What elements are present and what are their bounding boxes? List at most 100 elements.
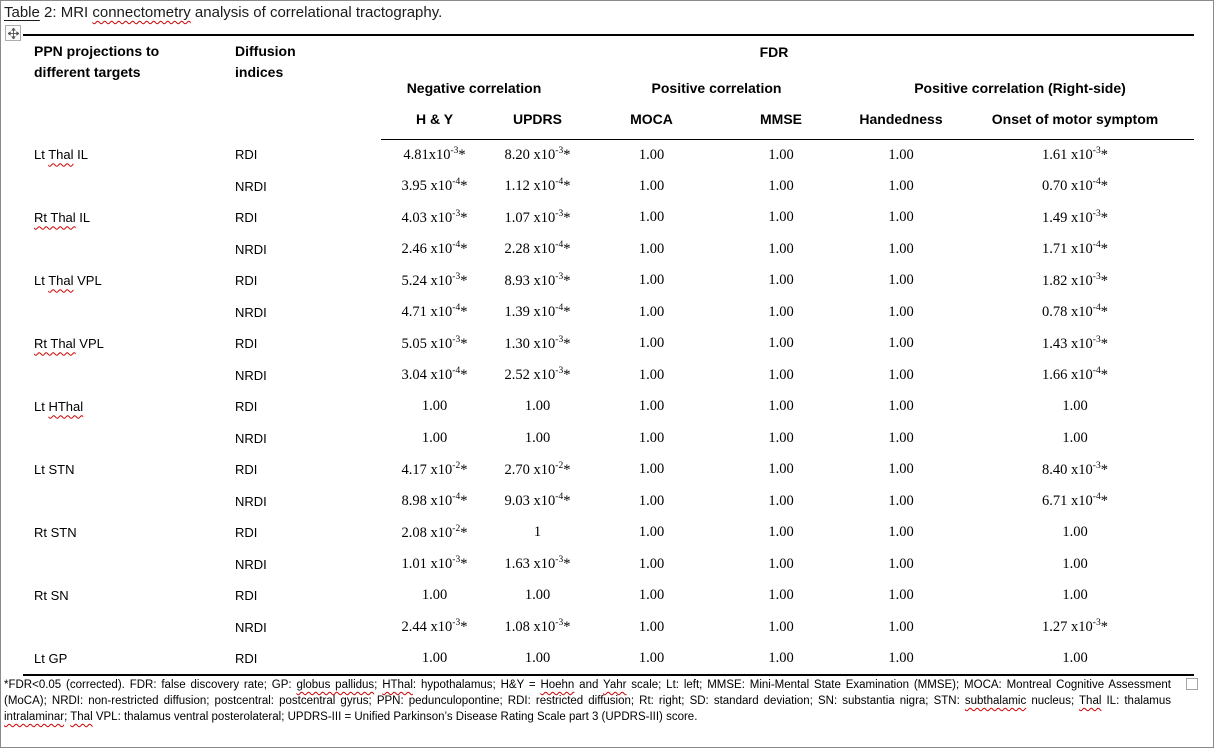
- table-row: NRDI 4.71 x10-4* 1.39 x10-4* 1.00 1.00 1…: [23, 297, 1194, 329]
- mmse-value-cell: 1.00: [768, 524, 794, 541]
- diffusion-index-cell: RDI: [235, 462, 258, 478]
- moca-value-cell: 1.00: [638, 492, 665, 509]
- onset-value-cell: 0.78 x10-4*: [1042, 303, 1108, 321]
- diffusion-index-cell: RDI: [235, 210, 258, 226]
- onset-value-cell: 6.71 x10-4*: [1042, 492, 1108, 510]
- handedness-value-cell: 1.00: [888, 492, 914, 509]
- header-ppn-projections: PPN projections to different targets: [34, 43, 160, 80]
- hy-value-cell: 5.05 x10-3*: [401, 334, 468, 352]
- updrs-value-cell: 1.00: [488, 643, 587, 676]
- diffusion-index-cell: RDI: [235, 525, 258, 541]
- moca-value-cell: 1.00: [638, 398, 665, 415]
- target-cell: Rt Thal IL: [34, 210, 91, 226]
- handedness-value-cell: 1.00: [888, 429, 914, 446]
- handedness-value-cell: 1.00: [888, 618, 914, 635]
- updrs-value-cell: 1.00: [524, 587, 551, 604]
- table-row: Rt Thal IL RDI 4.03 x10-3* 1.07 x10-3* 1…: [23, 202, 1194, 234]
- updrs-value-cell: 8.20 x10-3*: [504, 146, 571, 163]
- target-cell: [23, 297, 235, 329]
- diffusion-index-cell: NRDI: [235, 241, 267, 257]
- onset-value-cell: 1.43 x10-3*: [1042, 334, 1108, 352]
- onset-value-cell: 1.00: [1062, 524, 1088, 541]
- onset-value-cell: 1.00: [956, 643, 1194, 676]
- table-row: NRDI 2.46 x10-4* 2.28 x10-4* 1.00 1.00 1…: [23, 234, 1194, 266]
- updrs-value-cell: 2.52 x10-3*: [504, 366, 571, 384]
- diffusion-index-cell: NRDI: [235, 556, 267, 572]
- table-row: Lt Thal IL RDI 4.81x10-3* 8.20 x10-3* 1.…: [23, 139, 1194, 171]
- mmse-value-cell: 1.00: [768, 272, 794, 289]
- header-positive-correlation-right-side: Positive correlation (Right-side): [914, 80, 1126, 96]
- handedness-value-cell: 1.00: [888, 524, 914, 541]
- moca-value-cell: 1.00: [638, 303, 665, 320]
- onset-value-cell: 1.00: [1062, 555, 1088, 572]
- diffusion-index-cell: RDI: [235, 588, 258, 604]
- header-h-and-y: H & Y: [381, 111, 488, 140]
- mmse-value-cell: 1.00: [768, 209, 794, 226]
- mmse-value-cell: 1.00: [768, 587, 794, 604]
- moca-value-cell: 1.00: [638, 461, 665, 478]
- target-cell: Lt Thal IL: [34, 147, 88, 163]
- diffusion-index-cell: RDI: [235, 147, 258, 163]
- moca-value-cell: 1.00: [638, 429, 665, 446]
- onset-value-cell: 1.71 x10-4*: [1042, 240, 1108, 258]
- moca-value-cell: 1.00: [638, 146, 665, 163]
- diffusion-index-cell: RDI: [235, 399, 258, 415]
- moca-value-cell: 1.00: [638, 555, 665, 572]
- table-row: Rt STN RDI 2.08 x10-2* 1 1.00 1.00 1.00 …: [23, 517, 1194, 549]
- handedness-value-cell: 1.00: [888, 303, 914, 320]
- hy-value-cell: 1.00: [421, 398, 448, 415]
- updrs-value-cell: 1.63 x10-3*: [504, 555, 571, 573]
- mmse-value-cell: 1.00: [768, 366, 794, 383]
- updrs-value-cell: 9.03 x10-4*: [504, 492, 571, 510]
- handedness-value-cell: 1.00: [888, 461, 914, 478]
- table-footnote: *FDR<0.05 (corrected). FDR: false discov…: [4, 679, 1172, 723]
- diffusion-index-cell: RDI: [235, 336, 258, 352]
- diffusion-index-cell: NRDI: [235, 619, 267, 635]
- resize-anchor-box[interactable]: [1186, 678, 1198, 690]
- onset-value-cell: 0.70 x10-4*: [1042, 177, 1108, 195]
- table-row: Rt Thal VPL RDI 5.05 x10-3* 1.30 x10-3* …: [23, 328, 1194, 360]
- hy-value-cell: 5.24 x10-3*: [401, 271, 468, 289]
- updrs-value-cell: 2.28 x10-4*: [504, 240, 571, 258]
- handedness-value-cell: 1.00: [888, 335, 914, 352]
- table-caption: Table 2: MRI connectometry analysis of c…: [4, 4, 443, 21]
- moca-value-cell: 1.00: [587, 643, 716, 676]
- target-cell: Rt Thal VPL: [34, 336, 104, 352]
- mmse-value-cell: 1.00: [768, 303, 794, 320]
- mmse-value-cell: 1.00: [768, 177, 794, 194]
- moca-value-cell: 1.00: [638, 366, 665, 383]
- table-row: NRDI 3.04 x10-4* 2.52 x10-3* 1.00 1.00 1…: [23, 360, 1194, 392]
- onset-value-cell: 1.66 x10-4*: [1042, 366, 1108, 384]
- header-handedness: Handedness: [846, 111, 956, 140]
- diffusion-index-cell: NRDI: [235, 493, 267, 509]
- hy-value-cell: 3.95 x10-4*: [401, 177, 468, 195]
- target-cell: Rt SN: [34, 588, 69, 604]
- mmse-value-cell: 1.00: [768, 398, 794, 415]
- hy-value-cell: 1.00: [421, 429, 448, 446]
- handedness-value-cell: 1.00: [846, 643, 956, 676]
- diffusion-index-cell: NRDI: [235, 367, 267, 383]
- mmse-value-cell: 1.00: [768, 492, 794, 509]
- moca-value-cell: 1.00: [638, 618, 665, 635]
- moca-value-cell: 1.00: [638, 272, 665, 289]
- handedness-value-cell: 1.00: [888, 146, 914, 163]
- hy-value-cell: 3.04 x10-4*: [401, 366, 468, 384]
- updrs-value-cell: 8.93 x10-3*: [504, 271, 571, 289]
- header-onset-of-motor-symptom: Onset of motor symptom: [956, 111, 1194, 140]
- hy-value-cell: 1.00: [381, 643, 488, 676]
- handedness-value-cell: 1.00: [888, 587, 914, 604]
- updrs-value-cell: 1.08 x10-3*: [504, 618, 571, 636]
- diffusion-index-cell: NRDI: [235, 430, 267, 446]
- handedness-value-cell: 1.00: [888, 240, 914, 257]
- onset-value-cell: 1.61 x10-3*: [1042, 146, 1108, 163]
- updrs-value-cell: 1.07 x10-3*: [504, 208, 571, 226]
- hy-value-cell: 8.98 x10-4*: [401, 492, 468, 510]
- hy-value-cell: 4.17 x10-2*: [401, 460, 468, 478]
- table-move-handle[interactable]: [5, 25, 21, 41]
- updrs-value-cell: 1: [533, 524, 542, 541]
- mmse-value-cell: 1.00: [768, 618, 794, 635]
- target-cell: [23, 234, 235, 266]
- onset-value-cell: 1.00: [1062, 429, 1088, 446]
- diffusion-index-cell: NRDI: [235, 304, 267, 320]
